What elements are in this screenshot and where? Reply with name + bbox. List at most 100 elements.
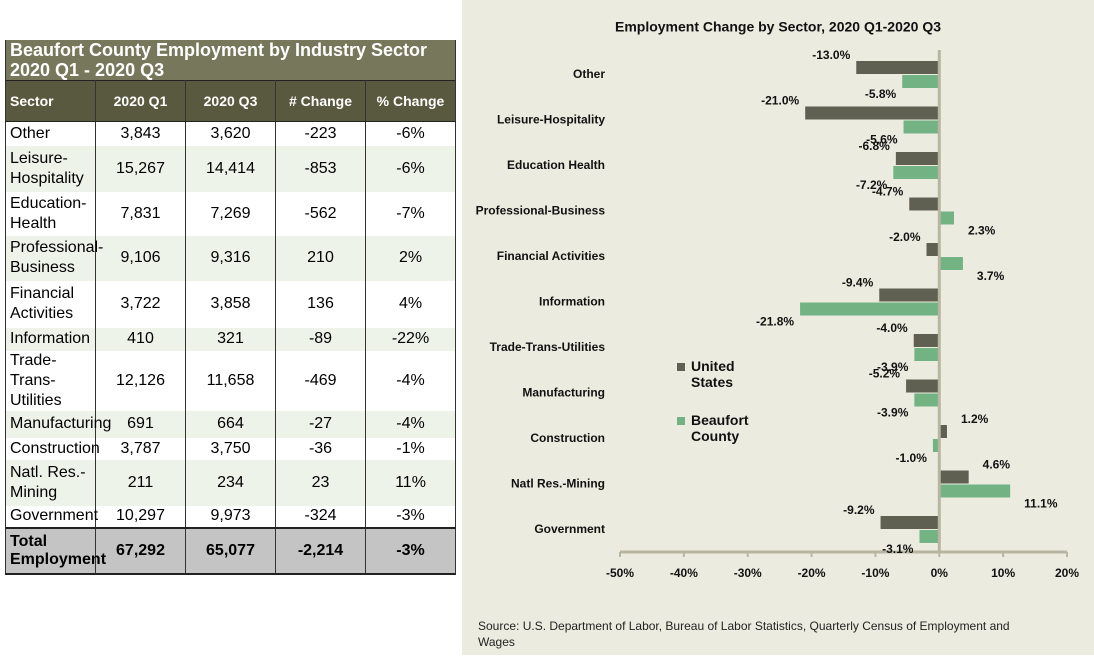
column-header: % Change xyxy=(365,80,456,122)
bar xyxy=(939,484,1011,498)
cell: 23 xyxy=(275,459,366,506)
legend-entry: Beaufort County xyxy=(677,412,777,444)
data-label: -21.0% xyxy=(761,94,799,108)
x-tick-label: -40% xyxy=(670,566,698,580)
legend-label: Beaufort County xyxy=(691,412,749,444)
data-label: -4.0% xyxy=(876,321,908,335)
cell: 691 xyxy=(95,410,186,438)
column-header: # Change xyxy=(275,80,366,122)
x-tick-label: -50% xyxy=(606,566,634,580)
employment-table: Beaufort County Employment by Industry S… xyxy=(5,40,456,575)
cell: 210 xyxy=(275,235,366,281)
total-cell: 67,292 xyxy=(95,526,186,575)
header-row: Sector 2020 Q1 2020 Q3 # Change% Change xyxy=(5,80,456,122)
cell: -6% xyxy=(365,145,456,192)
cell: 7,269 xyxy=(185,191,276,236)
table-title: Beaufort County Employment by Industry S… xyxy=(5,40,456,81)
cell: -22% xyxy=(365,327,456,351)
bar xyxy=(893,166,940,179)
table-row: Other 3,843 3,620 -223 -6% xyxy=(5,121,456,146)
cell: -4% xyxy=(365,410,456,438)
total-cell: -3% xyxy=(365,526,456,575)
category-label: Other xyxy=(573,67,605,81)
x-tick-label: 20% xyxy=(1055,566,1079,580)
category-label: Trade-Trans-Utilities xyxy=(490,340,606,354)
data-label: -5.6% xyxy=(866,133,898,147)
cell: 211 xyxy=(95,459,186,506)
chart-title: Employment Change by Sector, 2020 Q1-202… xyxy=(615,19,941,35)
x-tick-label: -30% xyxy=(734,566,762,580)
cell: -853 xyxy=(275,145,366,192)
cell: 410 xyxy=(95,327,186,351)
cell: 9,316 xyxy=(185,235,276,281)
data-label: -1.0% xyxy=(896,451,928,465)
data-label: -3.9% xyxy=(877,406,909,420)
source-note: Source: U.S. Department of Labor, Bureau… xyxy=(478,619,1010,649)
data-label: -21.8% xyxy=(756,315,794,329)
category-label: Professional-Business xyxy=(476,204,606,218)
table-row: Natl. Res.-Mining 211 234 23 11% xyxy=(5,459,456,506)
chart: Employment Change by Sector, 2020 Q1-202… xyxy=(476,19,1080,580)
bar xyxy=(914,348,940,361)
cell: 4% xyxy=(365,280,456,328)
data-label: -13.0% xyxy=(812,48,850,62)
bar xyxy=(932,439,940,452)
table-row: Information 410 321 -89 -22% xyxy=(5,327,456,351)
cell: Education-Health xyxy=(5,191,96,236)
table-row: Leisure-Hospitality 15,267 14,414 -853 -6% xyxy=(5,145,456,192)
cell: -223 xyxy=(275,121,366,146)
total-cell: -2,214 xyxy=(275,526,366,575)
cell: Natl. Res.-Mining xyxy=(5,459,96,506)
category-label: Manufacturing xyxy=(522,386,605,400)
category-label: Government xyxy=(534,522,605,536)
total-cell: Total Employment xyxy=(5,526,106,575)
cell: Other xyxy=(5,121,96,146)
data-label: -9.2% xyxy=(843,503,875,517)
bar xyxy=(939,425,947,438)
cell: Government xyxy=(5,505,98,528)
bar xyxy=(909,197,940,211)
legend: United States Beaufort County xyxy=(677,358,777,466)
legend-swatch xyxy=(677,417,685,425)
data-label: 2.3% xyxy=(968,224,996,238)
column-header: Sector xyxy=(5,80,96,122)
category-label: Leisure-Hospitality xyxy=(497,113,605,127)
bar xyxy=(939,211,954,225)
category-label: Natl Res.-Mining xyxy=(511,477,605,491)
cell: Information xyxy=(5,327,96,351)
cell: Construction xyxy=(5,437,100,460)
bar xyxy=(856,61,940,74)
cell: Trade-Trans-Utilities xyxy=(5,350,96,411)
x-tick-label: -20% xyxy=(798,566,826,580)
data-label: -3.1% xyxy=(882,542,914,556)
category-label: Financial Activities xyxy=(497,249,606,263)
cell: 11% xyxy=(365,459,456,506)
legend-label: United States xyxy=(691,358,735,390)
cell: 2% xyxy=(365,235,456,281)
cell: -562 xyxy=(275,191,366,236)
bar xyxy=(939,257,963,270)
cell: -324 xyxy=(275,505,366,528)
bar xyxy=(880,516,940,529)
data-label: 1.2% xyxy=(961,412,989,426)
cell: 3,858 xyxy=(185,280,276,328)
bar xyxy=(926,243,940,256)
cell: -7% xyxy=(365,191,456,236)
bar xyxy=(895,152,940,165)
cell: 12,126 xyxy=(95,350,186,411)
cell: -4% xyxy=(365,350,456,411)
bar xyxy=(919,530,940,543)
category-label: Information xyxy=(539,295,605,309)
cell: 14,414 xyxy=(185,145,276,192)
table-row: Professional-Business 9,106 9,316 210 2% xyxy=(5,235,456,281)
column-header: 2020 Q1 xyxy=(95,80,186,122)
table-row: Government 10,297 9,973 -324 -3% xyxy=(5,505,456,528)
bar xyxy=(902,75,940,88)
cell: Leisure-Hospitality xyxy=(5,145,96,192)
cell: Financial Activities xyxy=(5,280,96,328)
bar xyxy=(800,302,940,316)
cell: Manufacturing xyxy=(5,410,111,438)
column-header: 2020 Q3 xyxy=(185,80,276,122)
table-row: Financial Activities 3,722 3,858 136 4% xyxy=(5,280,456,328)
x-tick-label: 0% xyxy=(931,566,949,580)
